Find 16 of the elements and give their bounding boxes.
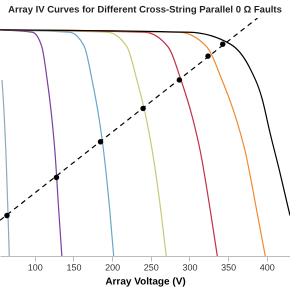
x-tick-label: 100 (28, 262, 43, 272)
point (4, 212, 10, 218)
x-tick-label: 350 (221, 262, 236, 272)
point (98, 139, 104, 144)
x-axis-title: Array Voltage (V) (105, 276, 186, 288)
x-tick-label: 300 (182, 262, 198, 272)
chart-title: Array IV Curves for Different Cross-String Parallel 0 Ω Faults (8, 4, 282, 16)
x-tick-label: 150 (66, 262, 82, 272)
point (220, 41, 226, 47)
point (54, 174, 60, 180)
x-tick-label: 200 (105, 262, 120, 272)
point (140, 106, 146, 112)
x-tick-label: 400 (260, 262, 275, 272)
point (205, 53, 211, 59)
x-tick-label: 250 (144, 262, 159, 272)
point (176, 77, 182, 83)
